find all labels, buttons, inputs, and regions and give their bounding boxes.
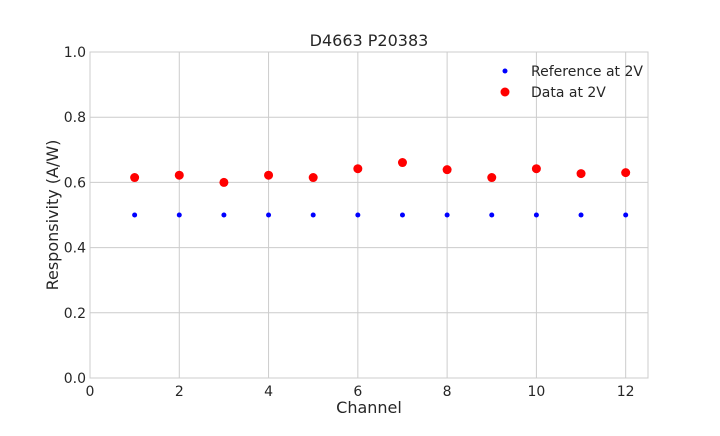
reference-point — [355, 212, 361, 218]
data-point — [308, 173, 318, 183]
y-tick-label: 1.0 — [64, 45, 86, 61]
reference-point — [310, 212, 316, 218]
data-point — [531, 164, 541, 174]
data-point — [397, 158, 407, 168]
legend-marker-data — [500, 87, 510, 97]
x-axis-label: Channel — [336, 398, 402, 417]
chart-title: D4663 P20383 — [310, 31, 429, 50]
x-tick-label: 12 — [617, 384, 635, 400]
data-point — [219, 177, 229, 187]
x-tick-label: 6 — [353, 384, 362, 400]
y-axis-label: Responsivity (A/W) — [43, 140, 62, 291]
legend-marker-reference — [502, 68, 508, 74]
x-tick-label: 8 — [443, 384, 452, 400]
x-tick-label: 10 — [527, 384, 545, 400]
data-point — [130, 173, 140, 183]
y-tick-label: 0.8 — [64, 110, 86, 126]
reference-point — [444, 212, 450, 218]
x-tick-label: 0 — [86, 384, 95, 400]
reference-point — [176, 212, 182, 218]
data-point — [487, 173, 497, 183]
y-tick-label: 0.2 — [64, 306, 86, 322]
y-tick-label: 0.6 — [64, 175, 86, 191]
data-point — [576, 169, 586, 179]
data-point — [353, 164, 363, 174]
reference-point — [533, 212, 539, 218]
reference-point — [221, 212, 227, 218]
data-point — [264, 170, 274, 180]
legend: Reference at 2V Data at 2V — [500, 64, 643, 101]
data-point — [442, 165, 452, 175]
reference-point — [623, 212, 629, 218]
legend-label-data: Data at 2V — [531, 85, 606, 101]
legend-label-reference: Reference at 2V — [531, 64, 643, 80]
y-tick-label: 0.0 — [64, 371, 86, 387]
x-tick-label: 4 — [264, 384, 273, 400]
reference-point — [489, 212, 495, 218]
plot-frame — [89, 51, 649, 379]
reference-point — [266, 212, 272, 218]
data-point — [174, 170, 184, 180]
y-tick-label: 0.4 — [64, 241, 86, 257]
reference-point — [132, 212, 138, 218]
reference-point — [399, 212, 405, 218]
data-point — [621, 168, 631, 178]
reference-point — [578, 212, 584, 218]
x-tick-label: 2 — [175, 384, 184, 400]
